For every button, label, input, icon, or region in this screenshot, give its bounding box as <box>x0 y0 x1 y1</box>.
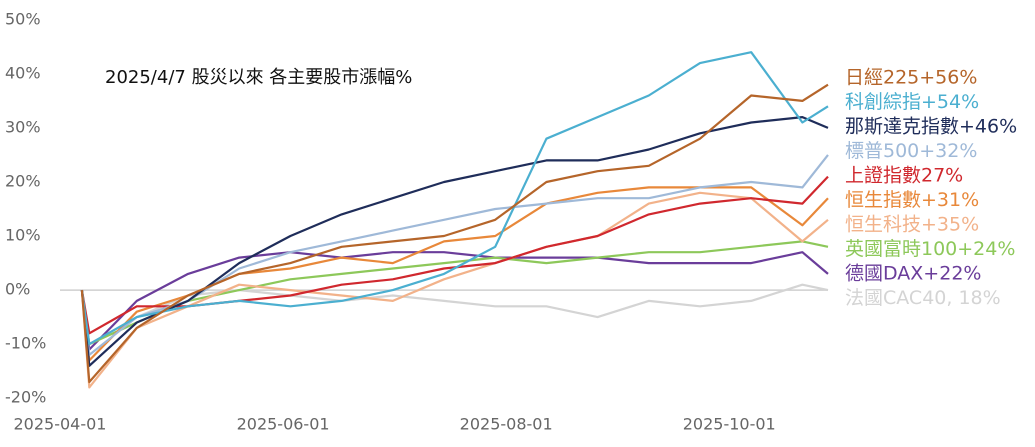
legend-label: 科創綜指+54% <box>845 91 979 113</box>
legend-label: 日經225+56% <box>845 67 977 89</box>
legend-label: 上證指數27% <box>845 165 963 187</box>
series-line <box>80 175 829 335</box>
series-line <box>80 283 829 346</box>
series-line <box>80 83 829 384</box>
y-tick-label: 20% <box>5 171 41 190</box>
legend-label: 標普500+32% <box>845 140 977 162</box>
series-line <box>80 186 829 362</box>
y-tick-label: 0% <box>5 280 30 299</box>
series-line <box>80 51 829 346</box>
x-tick-label: 2025-06-01 <box>237 415 330 434</box>
y-tick-label: 10% <box>5 226 41 245</box>
legend-label: 德國DAX+22% <box>845 263 981 285</box>
legend-label: 那斯達克指數+46% <box>845 116 1017 138</box>
series-line <box>80 251 829 351</box>
y-tick-label: 30% <box>5 117 41 136</box>
legend-label: 英國富時100+24% <box>845 238 1015 260</box>
x-tick-label: 2025-04-01 <box>14 415 107 434</box>
series-line <box>80 116 829 367</box>
y-tick-label: 50% <box>5 9 41 28</box>
chart-title: 2025/4/7 股災以來 各主要股市漲幅% <box>105 67 412 88</box>
series-line <box>80 154 829 356</box>
series-line <box>80 191 829 389</box>
y-tick-label: -20% <box>5 388 46 407</box>
x-tick-label: 2025-08-01 <box>460 415 553 434</box>
legend-label: 法國CAC40, 18% <box>845 287 1001 309</box>
y-tick-label: -10% <box>5 334 46 353</box>
legend-label: 恒生科技+35% <box>845 214 979 236</box>
legend-label: 恒生指數+31% <box>845 189 979 211</box>
y-tick-label: 40% <box>5 63 41 82</box>
x-tick-label: 2025-10-01 <box>683 415 776 434</box>
